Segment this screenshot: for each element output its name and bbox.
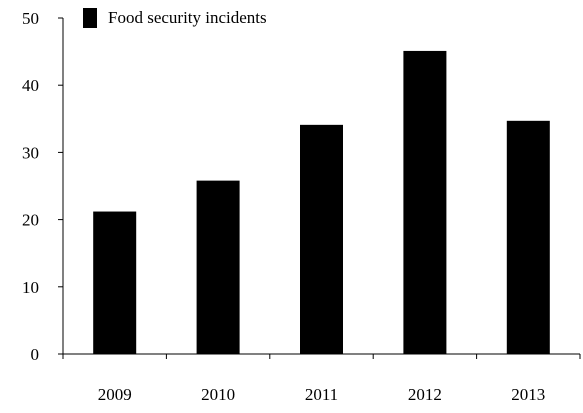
y-tick-label: 40	[22, 76, 39, 95]
legend-swatch	[83, 8, 97, 28]
y-tick-label: 0	[31, 345, 40, 364]
x-tick-label: 2012	[408, 385, 442, 404]
y-tick-label: 50	[22, 9, 39, 28]
legend: Food security incidents	[83, 8, 267, 28]
bar	[300, 124, 343, 355]
x-tick-label: 2010	[201, 385, 235, 404]
bar	[196, 180, 240, 354]
bar	[506, 120, 550, 354]
y-tick-label: 30	[22, 143, 39, 162]
y-axis: 0 10 20 30 40 50	[22, 9, 64, 364]
bars	[93, 50, 550, 355]
x-tick-label: 2009	[98, 385, 132, 404]
legend-label: Food security incidents	[108, 8, 267, 27]
y-tick-label: 10	[22, 278, 39, 297]
x-tick-label: 2011	[305, 385, 338, 404]
x-tick-label: 2013	[511, 385, 545, 404]
bar	[93, 211, 137, 354]
bar	[403, 50, 447, 354]
x-axis: 2009 2010 2011 2012 2013	[62, 353, 581, 404]
y-tick-label: 20	[22, 211, 39, 230]
